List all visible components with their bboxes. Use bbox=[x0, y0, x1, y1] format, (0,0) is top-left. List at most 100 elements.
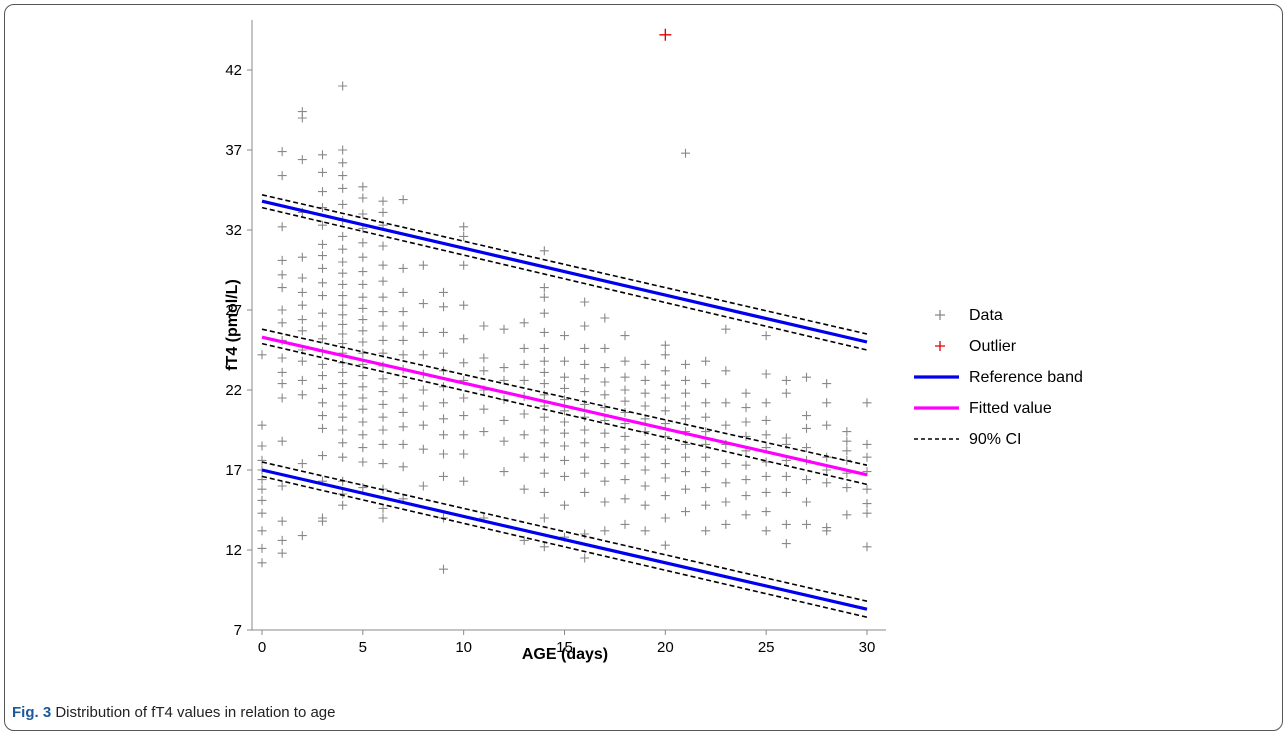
data-point bbox=[439, 398, 448, 408]
data-point bbox=[681, 375, 690, 385]
y-tick-label: 42 bbox=[225, 62, 242, 79]
data-point bbox=[660, 444, 670, 454]
data-point bbox=[318, 239, 327, 249]
data-point bbox=[802, 497, 811, 507]
data-point bbox=[378, 412, 388, 422]
data-point bbox=[439, 302, 448, 312]
data-point bbox=[761, 331, 771, 341]
data-point bbox=[378, 459, 388, 469]
data-point bbox=[701, 483, 711, 493]
data-point bbox=[459, 411, 469, 421]
data-point bbox=[338, 425, 348, 435]
x-tick-label: 10 bbox=[455, 639, 472, 656]
data-point bbox=[338, 379, 348, 389]
data-point bbox=[338, 279, 348, 289]
data-point bbox=[681, 148, 690, 158]
data-point bbox=[257, 495, 267, 505]
data-point bbox=[519, 409, 529, 419]
data-point bbox=[761, 430, 771, 440]
data-point bbox=[721, 366, 731, 376]
data-point bbox=[580, 343, 590, 353]
data-point bbox=[721, 497, 731, 507]
data-point bbox=[640, 401, 650, 411]
data-point bbox=[802, 519, 811, 529]
data-point bbox=[539, 356, 549, 366]
data-point bbox=[358, 457, 368, 467]
data-point bbox=[781, 487, 791, 497]
data-point bbox=[398, 263, 408, 273]
data-point bbox=[318, 411, 327, 421]
scatter-chart: 7 12 17 22 27 32 37 42 0 5 10 15 20 25 30 Data Outlier R… bbox=[224, 20, 1083, 663]
data-point bbox=[721, 459, 731, 469]
data-point bbox=[297, 375, 307, 385]
data-point bbox=[600, 443, 610, 453]
data-point bbox=[459, 300, 469, 310]
figure-frame bbox=[4, 4, 1283, 731]
data-point bbox=[781, 388, 791, 398]
data-point bbox=[318, 187, 327, 197]
data-point bbox=[439, 382, 448, 392]
data-point bbox=[439, 449, 448, 459]
data-point bbox=[842, 436, 852, 446]
data-point bbox=[640, 375, 650, 385]
data-point bbox=[277, 436, 287, 446]
data-point bbox=[257, 441, 267, 451]
data-point bbox=[781, 471, 791, 481]
data-point bbox=[822, 420, 832, 430]
data-point bbox=[539, 283, 549, 293]
data-point bbox=[600, 428, 610, 438]
data-point bbox=[640, 452, 650, 462]
data-point bbox=[761, 471, 771, 481]
data-point bbox=[338, 145, 348, 155]
data-point bbox=[660, 350, 670, 360]
data-point bbox=[358, 279, 368, 289]
data-point bbox=[358, 292, 368, 302]
data-point bbox=[842, 483, 852, 493]
data-point bbox=[318, 513, 327, 523]
y-tick-label: 37 bbox=[225, 142, 242, 159]
data-point bbox=[560, 455, 569, 465]
data-point bbox=[560, 331, 569, 341]
data-point bbox=[539, 438, 549, 448]
data-point bbox=[277, 353, 287, 363]
data-point bbox=[781, 519, 791, 529]
data-point bbox=[418, 350, 428, 360]
data-point bbox=[459, 231, 469, 241]
data-point bbox=[761, 526, 771, 536]
data-point bbox=[620, 475, 630, 485]
data-point bbox=[479, 353, 489, 363]
x-axis-label: AGE (days) bbox=[522, 646, 608, 663]
data-point bbox=[721, 478, 731, 488]
data-point bbox=[660, 340, 670, 350]
data-point bbox=[560, 356, 569, 366]
data-point bbox=[862, 499, 872, 509]
data-point bbox=[499, 415, 509, 425]
data-point bbox=[418, 385, 428, 395]
data-point bbox=[761, 415, 771, 425]
data-point bbox=[580, 387, 590, 397]
data-point bbox=[318, 423, 327, 433]
y-tick-label: 7 bbox=[234, 622, 242, 639]
data-point bbox=[842, 427, 852, 437]
data-point bbox=[600, 415, 610, 425]
axes: 7 12 17 22 27 32 37 42 0 5 10 15 20 25 30 bbox=[225, 20, 886, 656]
data-point bbox=[418, 299, 428, 309]
data-point bbox=[338, 390, 348, 400]
data-point bbox=[338, 438, 348, 448]
data-point bbox=[358, 238, 368, 248]
data-point bbox=[600, 313, 610, 323]
data-point bbox=[378, 425, 388, 435]
data-point bbox=[681, 414, 690, 424]
figure-caption: Fig. 3 Distribution of fT4 values in rel… bbox=[12, 704, 336, 721]
data-point bbox=[781, 433, 791, 443]
data-point bbox=[479, 427, 489, 437]
data-point bbox=[741, 388, 751, 398]
data-point bbox=[802, 475, 811, 485]
data-point bbox=[277, 516, 287, 526]
data-point bbox=[600, 526, 610, 536]
data-point bbox=[499, 467, 509, 477]
data-point bbox=[862, 452, 872, 462]
data-point bbox=[580, 359, 590, 369]
data-point bbox=[741, 403, 751, 413]
data-point bbox=[620, 372, 630, 382]
